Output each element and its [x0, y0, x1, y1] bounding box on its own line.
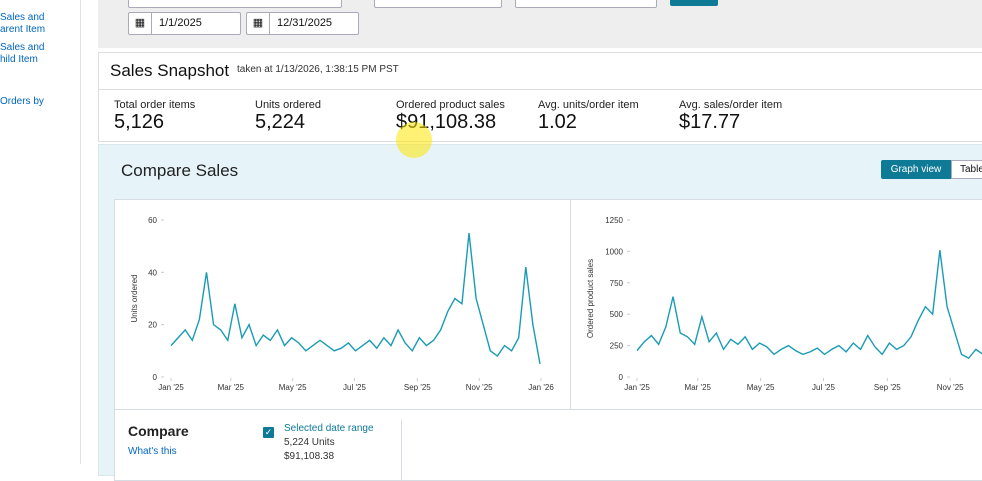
y-axis-title: Units ordered — [130, 274, 139, 322]
cursor-highlight — [396, 122, 432, 158]
y-tick-label: 250 — [610, 342, 624, 351]
x-tick-label: Nov '25 — [937, 383, 964, 392]
help-link[interactable]: What's this — [128, 446, 177, 457]
metric-label: Avg. sales/order item — [679, 99, 783, 111]
snapshot-panel: Sales Snapshot taken at 1/13/2026, 1:38:… — [98, 52, 982, 142]
date-input[interactable]: ▦ 1/1/2025 — [128, 12, 241, 35]
nav-link[interactable]: Sales and — [0, 42, 45, 53]
table-view-button[interactable]: Table — [951, 160, 982, 179]
chart-divider — [570, 200, 571, 409]
x-tick-label: Jul '25 — [812, 383, 835, 392]
calendar-icon: ▦ — [129, 13, 152, 34]
dropdown[interactable] — [515, 0, 657, 8]
x-tick-label: Jan '25 — [158, 383, 184, 392]
y-axis-title: Ordered product sales — [586, 259, 595, 338]
line — [170, 233, 541, 365]
x-tick-label: Jan '26 — [528, 383, 554, 392]
metric-value: 5,224 — [255, 111, 306, 133]
divider — [401, 420, 402, 480]
filter-bar: ▦ 1/1/2025 ▦ 12/31/2025 — [98, 0, 982, 48]
charts: Units ordered 0 20 40 60 Jan '25 Mar '25 May '2… — [130, 216, 982, 392]
metric-label: Ordered product sales — [396, 99, 505, 111]
x-tick-label: Sep '25 — [404, 383, 431, 392]
checkbox[interactable]: ✓ — [263, 427, 274, 438]
metric-label: Units ordered — [255, 99, 322, 111]
nav-link[interactable]: Orders by — [0, 96, 44, 107]
y-tick-label: 0 — [619, 373, 624, 382]
metric-value: $17.77 — [679, 111, 741, 133]
compare-sales-title: Compare Sales — [121, 161, 239, 180]
chart: Ordered product sales 0 250 500 750 1000 1250 J… — [586, 216, 982, 392]
metric-value: 1.02 — [538, 111, 577, 133]
chart: Units ordered 0 20 40 60 Jan '25 Mar '25 May '2… — [130, 216, 554, 392]
snapshot-time: taken at 1/13/2026, 1:38:15 PM PST — [237, 64, 399, 75]
x-tick-label: Nov '25 — [466, 383, 493, 392]
y-tick-label: 0 — [153, 373, 158, 382]
y-tick-label: 500 — [610, 310, 624, 319]
y-tick-label: 60 — [148, 216, 157, 225]
y-tick-label: 1250 — [605, 216, 623, 225]
start-date: 1/1/2025 — [159, 17, 202, 29]
nav-link[interactable]: Sales and — [0, 12, 45, 23]
sidebar: Sales and arent Item Sales and hild Item… — [0, 0, 81, 464]
x-tick-label: May '25 — [279, 383, 307, 392]
y-tick-label: 750 — [610, 279, 624, 288]
metric-value: 5,126 — [114, 111, 165, 133]
y-tick-label: 1000 — [605, 247, 623, 256]
divider — [99, 89, 982, 90]
series-sales: $91,108.38 — [284, 451, 335, 462]
metric-label: Total order items — [114, 99, 196, 111]
end-date: 12/31/2025 — [277, 17, 333, 29]
y-tick-label: 40 — [148, 268, 157, 277]
compare-box: Compare What's this ✓ Selected date rang… — [114, 409, 982, 481]
x-tick-label: Sep '25 — [874, 383, 901, 392]
calendar-icon: ▦ — [247, 13, 270, 34]
dropdown[interactable] — [374, 0, 502, 8]
metric-label: Avg. units/order item — [538, 99, 639, 111]
x-tick-label: Jan '25 — [624, 383, 650, 392]
x-tick-label: Mar '25 — [685, 383, 712, 392]
x-tick-label: Jul '25 — [343, 383, 366, 392]
date-input[interactable]: ▦ 12/31/2025 — [246, 12, 359, 35]
line — [636, 250, 982, 360]
x-tick-label: Mar '25 — [218, 383, 245, 392]
y-tick-label: 20 — [148, 321, 157, 330]
chart-area — [114, 199, 982, 410]
nav-link[interactable]: arent Item — [0, 24, 46, 35]
nav-link[interactable]: hild Item — [0, 54, 38, 65]
x-tick-label: May '25 — [747, 383, 775, 392]
graph-view-button[interactable]: Graph view — [881, 160, 951, 179]
series-units: 5,224 Units — [284, 437, 335, 448]
dropdown[interactable] — [128, 0, 342, 8]
series-name: Selected date range — [284, 423, 374, 434]
snapshot-title: Sales Snapshot — [110, 61, 230, 80]
apply-button[interactable] — [670, 0, 718, 6]
compare-title: Compare — [128, 423, 189, 439]
